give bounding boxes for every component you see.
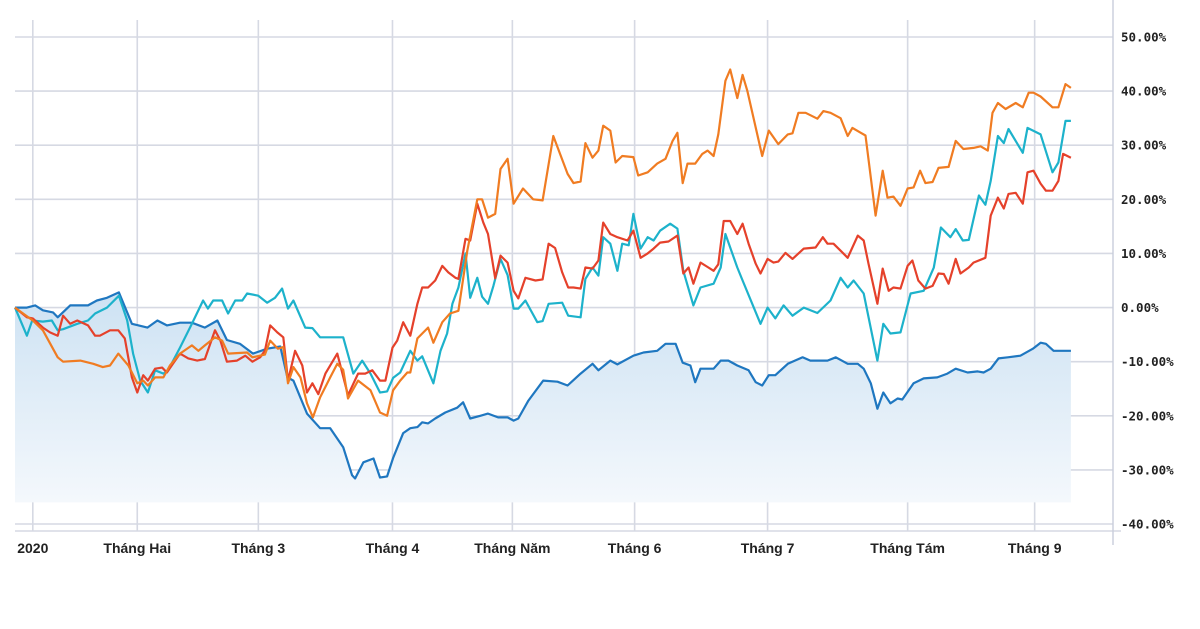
- y-tick-label: 50.00%: [1121, 30, 1167, 45]
- series-orange-line: [14, 68, 1072, 419]
- x-tick-label: Tháng 9: [1008, 540, 1062, 556]
- area-fill-layer: [15, 292, 1071, 503]
- y-tick-label: 30.00%: [1121, 138, 1167, 153]
- y-tick-label: -40.00%: [1121, 517, 1174, 532]
- y-tick-label: -30.00%: [1121, 462, 1174, 477]
- series-cyan-line: [13, 119, 1071, 394]
- y-tick-label: 20.00%: [1121, 192, 1167, 207]
- series-blue-line: [15, 291, 1071, 480]
- y-tick-label: 10.00%: [1121, 246, 1167, 261]
- x-tick-label: Tháng Hai: [103, 540, 171, 556]
- series-lines: [13, 68, 1072, 480]
- y-tick-label: -20.00%: [1121, 408, 1174, 423]
- x-tick-label: Tháng 6: [608, 540, 662, 556]
- x-tick-label: Tháng 7: [741, 540, 795, 556]
- x-tick-label: Tháng 3: [232, 540, 286, 556]
- series-red-line: [14, 152, 1072, 397]
- y-tick-label: -10.00%: [1121, 354, 1174, 369]
- x-tick-label: Tháng Năm: [474, 540, 550, 556]
- y-axis-labels: 50.00% 40.00% 30.00% 20.00% 10.00% 0.00% -10.0…: [1121, 30, 1174, 532]
- x-axis-labels: 2020 Tháng Hai Tháng 3 Tháng 4 Tháng Năm Thán…: [17, 540, 1061, 556]
- y-tick-label: 40.00%: [1121, 84, 1167, 99]
- y-tick-label: 0.00%: [1121, 300, 1159, 315]
- x-tick-label: Tháng 4: [366, 540, 420, 556]
- series-blue-area: [15, 292, 1071, 503]
- x-tick-label: Tháng Tám: [870, 540, 945, 556]
- x-tick-label: 2020: [17, 540, 48, 556]
